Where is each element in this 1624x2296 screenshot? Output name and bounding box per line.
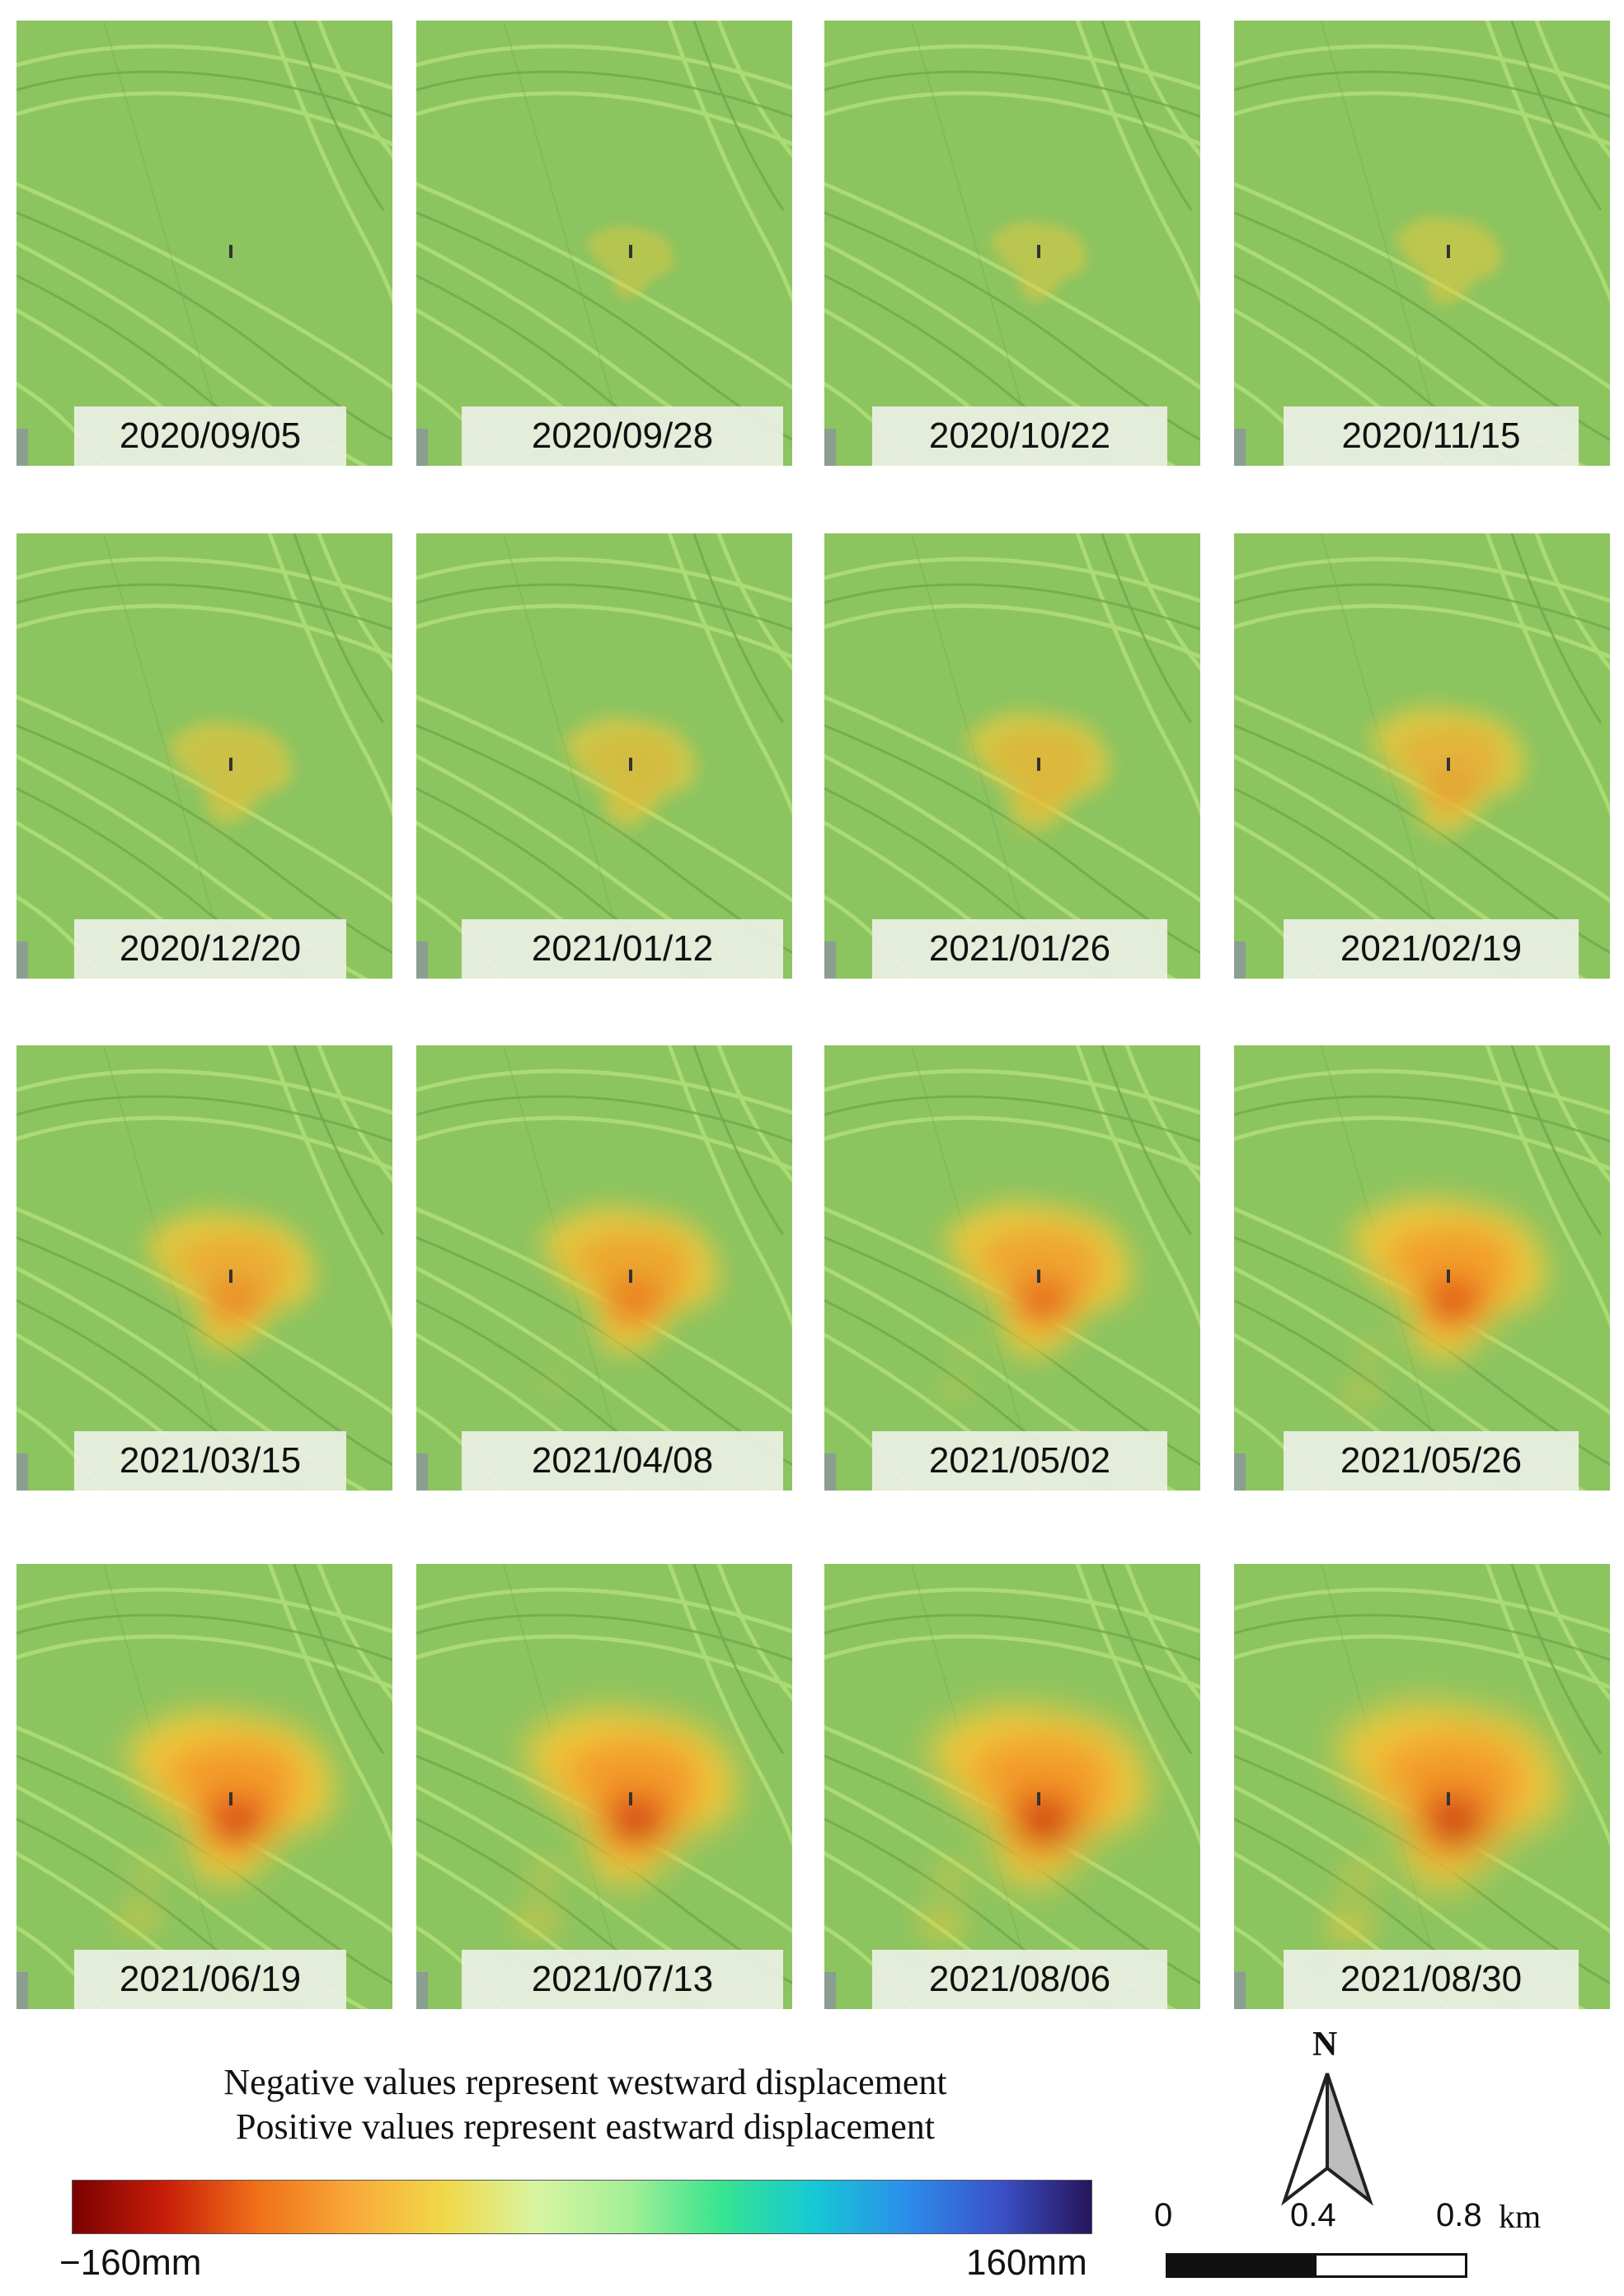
date-label: 2021/06/19 (74, 1950, 346, 2009)
landslide-displacement-map (416, 533, 792, 979)
date-label: 2021/08/06 (872, 1950, 1167, 2009)
displacement-map-panel: 2021/08/30 (1234, 1564, 1610, 2009)
landslide-displacement-map (16, 533, 392, 979)
date-label: 2021/05/02 (872, 1431, 1167, 1491)
landslide-displacement-map (416, 1045, 792, 1491)
landslide-displacement-map (1234, 21, 1610, 466)
scale-label-0.8: 0.8 (1436, 2197, 1482, 2233)
date-label: 2020/09/28 (462, 406, 783, 466)
displacement-map-panel: 2021/05/26 (1234, 1045, 1610, 1491)
date-label: 2021/02/19 (1284, 919, 1579, 979)
date-label: 2020/12/20 (74, 919, 346, 979)
displacement-map-panel: 2021/06/19 (16, 1564, 392, 2009)
landslide-displacement-map (1234, 1564, 1610, 2009)
colorbar-min-label: −160mm (59, 2242, 202, 2283)
scale-bar-black-segment (1168, 2256, 1317, 2275)
scale-label-0.4: 0.4 (1290, 2197, 1336, 2233)
displacement-map-panel: 2021/08/06 (824, 1564, 1200, 2009)
date-label: 2021/01/12 (462, 919, 783, 979)
displacement-map-panel: 2021/03/15 (16, 1045, 392, 1491)
landslide-displacement-map (16, 21, 392, 466)
legend-note-positive: Positive values represent eastward displ… (236, 2106, 935, 2147)
displacement-colorbar (72, 2180, 1092, 2234)
date-label: 2021/01/26 (872, 919, 1167, 979)
displacement-map-panel: 2021/01/12 (416, 533, 792, 979)
scale-unit: km (1499, 2198, 1542, 2235)
date-label: 2021/03/15 (74, 1431, 346, 1491)
north-arrow-icon (1281, 2073, 1373, 2206)
displacement-map-panel: 2020/11/15 (1234, 21, 1610, 466)
landslide-displacement-map (824, 533, 1200, 979)
landslide-displacement-map (1234, 533, 1610, 979)
landslide-displacement-map (824, 1564, 1200, 2009)
date-label: 2020/09/05 (74, 406, 346, 466)
date-label: 2021/05/26 (1284, 1431, 1579, 1491)
colorbar-max-label: 160mm (966, 2242, 1087, 2283)
displacement-map-panel: 2020/10/22 (824, 21, 1200, 466)
landslide-displacement-map (416, 1564, 792, 2009)
date-label: 2021/08/30 (1284, 1950, 1579, 2009)
scale-bar (1166, 2253, 1467, 2278)
legend-note-negative: Negative values represent westward displ… (223, 2062, 947, 2102)
date-label: 2020/10/22 (872, 406, 1167, 466)
date-label: 2021/04/08 (462, 1431, 783, 1491)
landslide-displacement-map (16, 1564, 392, 2009)
displacement-map-panel: 2021/02/19 (1234, 533, 1610, 979)
landslide-displacement-map (416, 21, 792, 466)
landslide-displacement-map (16, 1045, 392, 1491)
north-letter: N (1312, 2026, 1338, 2064)
landslide-displacement-map (824, 1045, 1200, 1491)
displacement-map-panel: 2021/07/13 (416, 1564, 792, 2009)
date-label: 2021/07/13 (462, 1950, 783, 2009)
displacement-map-panel: 2020/12/20 (16, 533, 392, 979)
displacement-map-panel: 2020/09/05 (16, 21, 392, 466)
displacement-map-panel: 2021/04/08 (416, 1045, 792, 1491)
landslide-displacement-map (824, 21, 1200, 466)
date-label: 2020/11/15 (1284, 406, 1579, 466)
displacement-map-panel: 2021/01/26 (824, 533, 1200, 979)
displacement-map-panel: 2020/09/28 (416, 21, 792, 466)
scale-label-0: 0 (1154, 2197, 1173, 2233)
displacement-map-panel: 2021/05/02 (824, 1045, 1200, 1491)
landslide-displacement-map (1234, 1045, 1610, 1491)
